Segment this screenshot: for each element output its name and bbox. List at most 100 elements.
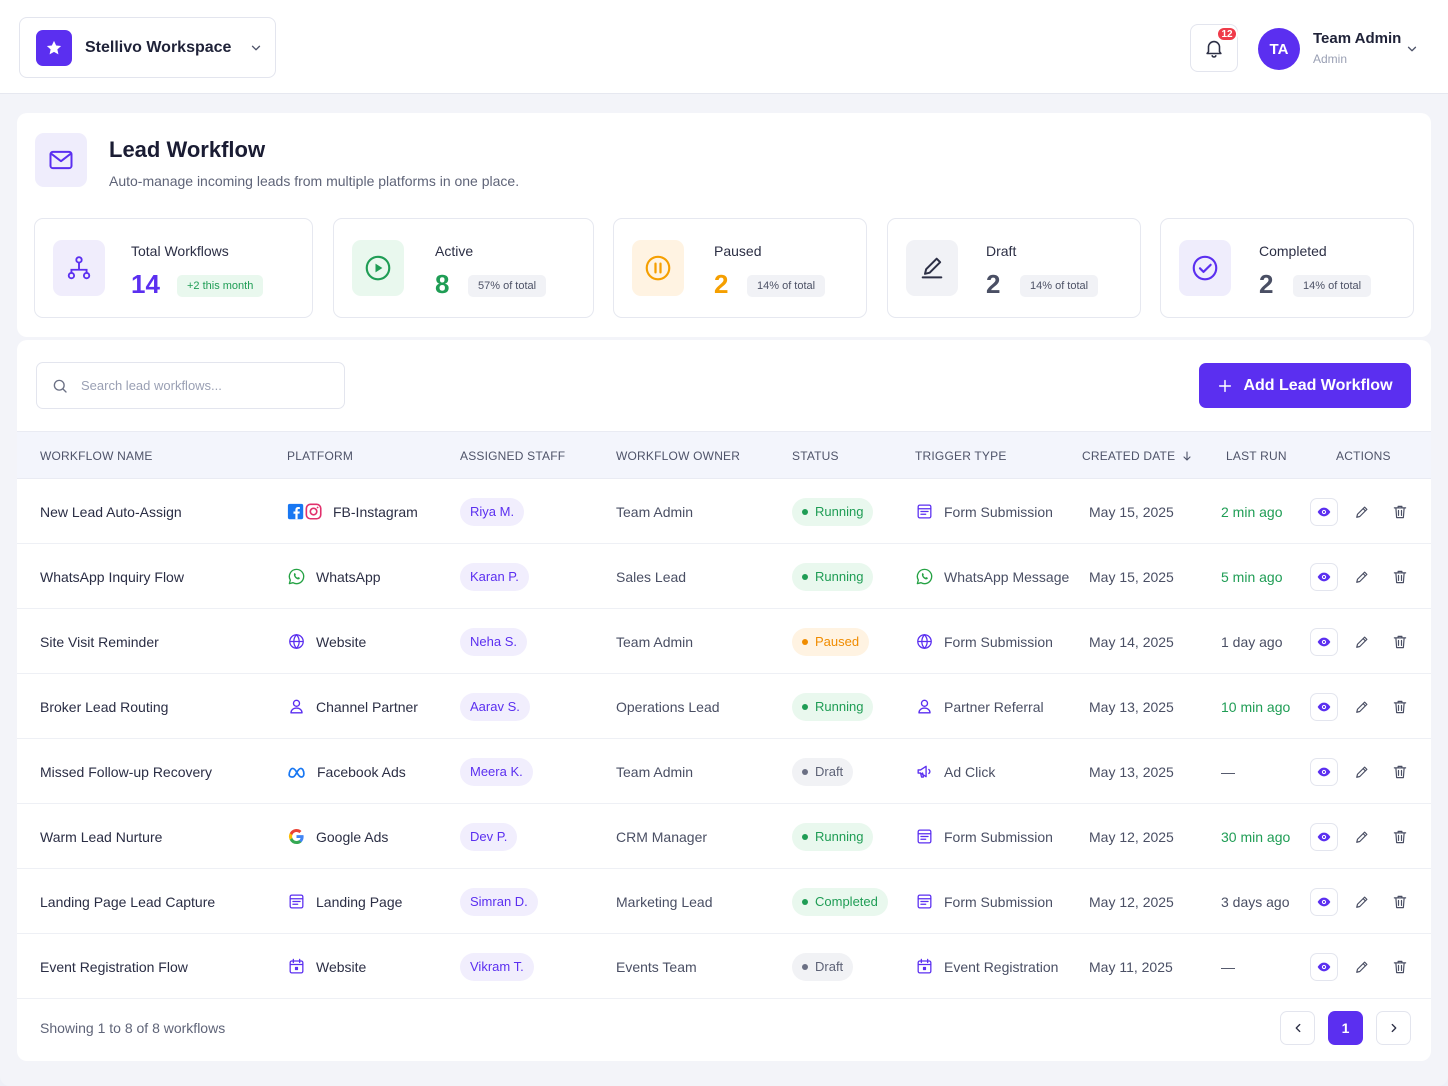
assigned-staff-cell: Riya M. [460,479,525,544]
edit-button[interactable] [1348,758,1376,786]
mail-icon [35,133,87,187]
column-header: STATUS [792,449,839,463]
view-button[interactable] [1310,627,1338,656]
chevron-right-icon [1387,1021,1401,1035]
delete-button[interactable] [1386,888,1414,916]
delete-button[interactable] [1386,693,1414,721]
notification-badge: 12 [1216,26,1238,42]
status-label: Draft [815,764,844,779]
table-row[interactable]: Landing Page Lead Capture Landing Page Sim… [17,869,1431,934]
delete-button[interactable] [1386,498,1414,526]
table-row[interactable]: Event Registration Flow Website Vikram T. E… [17,934,1431,999]
view-button[interactable] [1310,952,1338,981]
staff-badge[interactable]: Aarav S. [460,692,530,721]
edit-button[interactable] [1348,693,1376,721]
prev-page-button[interactable] [1280,1011,1315,1045]
delete-button[interactable] [1386,563,1414,591]
staff-badge[interactable]: Simran D. [460,887,538,916]
stat-note: 14% of total [1293,275,1372,297]
view-button[interactable] [1310,822,1338,851]
add-lead-workflow-button[interactable]: Add Lead Workflow [1199,363,1411,408]
stat-value: 2 [714,269,729,299]
notifications-button[interactable]: 12 [1190,24,1238,72]
view-button[interactable] [1310,562,1338,591]
avatar[interactable]: TA [1258,28,1300,70]
staff-badge[interactable]: Neha S. [460,627,527,656]
user-menu-chevron-icon[interactable] [1405,42,1419,56]
eye-icon [1316,504,1332,520]
delete-button[interactable] [1386,758,1414,786]
platform-cell: Landing Page [287,869,402,934]
table-row[interactable]: New Lead Auto-Assign FB-Instagram Riya M. T… [17,479,1431,544]
view-button[interactable] [1310,887,1338,916]
staff-badge[interactable]: Karan P. [460,562,529,591]
search-input[interactable] [81,378,321,393]
assigned-staff-cell: Vikram T. [460,934,534,999]
stat-card-total: Total Workflows 14 +2 this month [34,218,313,318]
workspace-name: Stellivo Workspace [85,38,232,56]
actions-cell [1310,544,1414,609]
table-row[interactable]: WhatsApp Inquiry Flow WhatsApp Karan P. Sal… [17,544,1431,609]
stat-label: Completed [1259,243,1327,259]
staff-badge[interactable]: Meera K. [460,757,533,786]
eye-icon [1316,894,1332,910]
edit-button[interactable] [1348,888,1376,916]
status-badge: Running [792,692,874,721]
workflow-owner: Team Admin [616,763,694,780]
stat-card-completed: Completed 2 14% of total [1160,218,1414,318]
column-header-sortable[interactable]: CREATED DATE [1082,449,1193,463]
created-date: May 13, 2025 [1089,698,1174,715]
globe-icon [915,632,934,651]
platform-label: WhatsApp [316,568,381,585]
table-row[interactable]: Missed Follow-up Recovery Facebook Ads Mee… [17,739,1431,804]
view-button[interactable] [1310,757,1338,786]
table-row[interactable]: Warm Lead Nurture Google Ads Dev P. CRM Man… [17,804,1431,869]
next-page-button[interactable] [1376,1011,1411,1045]
play-icon [352,240,404,296]
workflow-name: New Lead Auto-Assign [40,503,182,520]
delete-button[interactable] [1386,628,1414,656]
trigger-cell: Ad Click [915,739,995,804]
actions-cell [1310,869,1414,934]
table-row[interactable]: Site Visit Reminder Website Neha S. Team Ad… [17,609,1431,674]
trigger-cell: Event Registration [915,934,1058,999]
workflows-table-card: Add Lead Workflow WORKFLOW NAME PLATFORM… [17,340,1431,1061]
delete-button[interactable] [1386,823,1414,851]
trigger-label: Form Submission [944,633,1053,650]
platform-cell: FB-Instagram [287,479,418,544]
search-box[interactable] [36,362,345,409]
trigger-cell: Form Submission [915,479,1053,544]
edit-button[interactable] [1348,823,1376,851]
user-icon [915,697,934,716]
trigger-cell: Form Submission [915,609,1053,674]
workspace-switcher[interactable]: Stellivo Workspace [19,17,276,78]
stat-card-active: Active 8 57% of total [333,218,594,318]
platform-cell: Google Ads [287,804,388,869]
last-run: — [1221,763,1235,780]
last-run: 1 day ago [1221,633,1283,650]
assigned-staff-cell: Karan P. [460,544,529,609]
view-button[interactable] [1310,692,1338,721]
platform-label: Website [316,958,367,975]
table-row[interactable]: Broker Lead Routing Channel Partner Aarav … [17,674,1431,739]
column-header: ACTIONS [1336,449,1391,463]
edit-button[interactable] [1348,563,1376,591]
edit-button[interactable] [1348,953,1376,981]
column-header: PLATFORM [287,449,354,463]
edit-button[interactable] [1348,628,1376,656]
actions-cell [1310,739,1414,804]
view-button[interactable] [1310,497,1338,526]
delete-button[interactable] [1386,953,1414,981]
staff-badge[interactable]: Vikram T. [460,952,534,981]
staff-badge[interactable]: Dev P. [460,822,518,851]
platform-label: Landing Page [316,893,403,910]
last-run: 3 days ago [1221,893,1290,910]
status-cell: Draft [792,739,854,804]
staff-badge[interactable]: Riya M. [460,497,525,526]
workflow-icon [53,240,105,296]
stat-label: Active [435,243,474,259]
page-button-current[interactable]: 1 [1328,1011,1363,1045]
edit-button[interactable] [1348,498,1376,526]
workflow-name: Event Registration Flow [40,958,188,975]
column-header: ASSIGNED STAFF [460,449,566,463]
